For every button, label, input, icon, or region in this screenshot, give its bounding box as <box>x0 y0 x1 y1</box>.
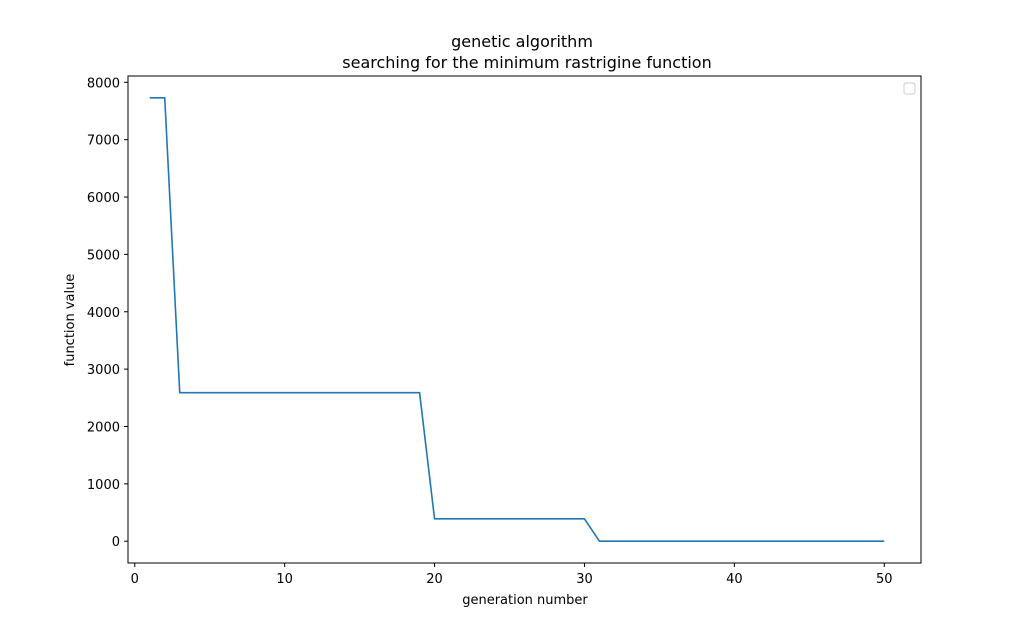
x-tick-label: 30 <box>576 572 593 587</box>
x-tick-label: 50 <box>876 572 893 587</box>
x-tick-label: 40 <box>726 572 743 587</box>
y-axis: 0 1000 2000 3000 4000 5000 6000 7000 8000 <box>87 76 128 550</box>
y-tick-label: 5000 <box>87 248 120 263</box>
plot-area <box>149 97 885 543</box>
chart-title: genetic algorithm <box>451 32 593 51</box>
series-line <box>149 97 885 543</box>
legend-box <box>903 82 916 95</box>
y-tick-label: 0 <box>112 535 120 550</box>
y-tick-label: 8000 <box>87 76 120 91</box>
x-tick-label: 20 <box>426 572 443 587</box>
y-tick-label: 6000 <box>87 191 120 206</box>
y-axis-label: function value <box>63 274 78 367</box>
y-tick-label: 2000 <box>87 420 120 435</box>
y-tick-label: 4000 <box>87 306 120 321</box>
y-tick-label: 1000 <box>87 478 120 493</box>
x-tick-label: 0 <box>131 572 139 587</box>
axes-frame <box>127 75 922 564</box>
y-tick-label: 7000 <box>87 134 120 149</box>
x-axis: 0 10 20 30 40 50 <box>131 563 893 587</box>
y-tick-label: 3000 <box>87 363 120 378</box>
x-axis-label: generation number <box>462 593 588 608</box>
chart-subtitle: searching for the minimum rastrigine fun… <box>342 53 711 72</box>
x-tick-label: 10 <box>276 572 293 587</box>
